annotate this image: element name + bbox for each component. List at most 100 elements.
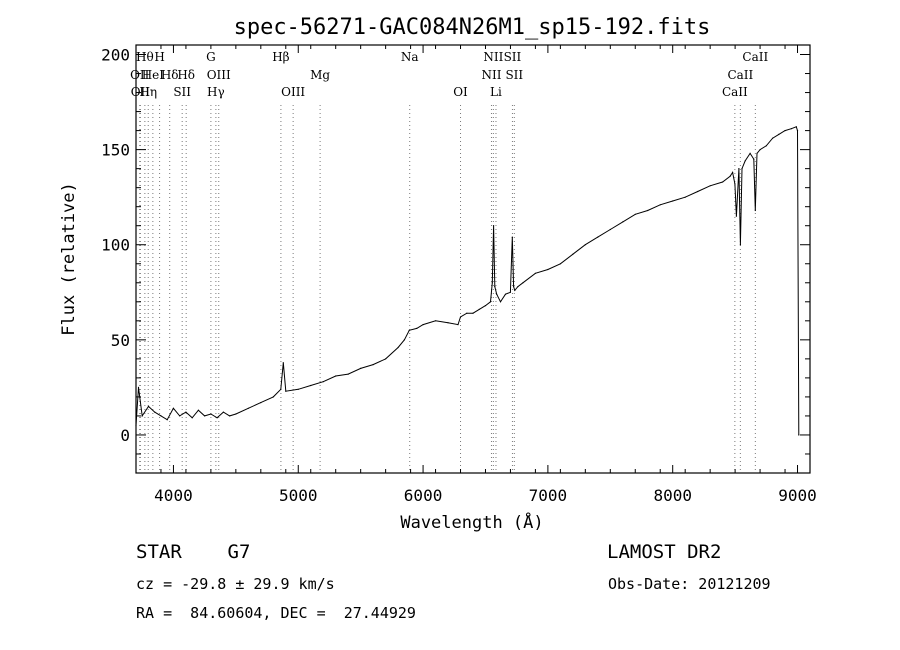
spectrum-data-point [739,244,742,246]
spectrum-series-line [135,126,800,436]
spectrum-data-point [659,204,661,206]
spectrum-data-point [754,209,756,212]
spectrum-data-point [197,409,199,411]
spectrum-data-point [472,312,474,314]
spectrum-data-point [335,375,337,377]
chart-title: spec-56271-GAC084N26M1_sp15-192.fits [234,15,711,40]
annotation-label: Hη [139,85,157,99]
spectrum-data-point [229,415,231,417]
spectrum-data-point [547,268,549,271]
spectrum-data-point [517,286,519,288]
x-tick-label: 7000 [529,486,568,505]
x-axis-label: Wavelength (Å) [400,511,543,533]
spectrum-data-point [647,209,649,212]
spectrum-data-point [272,396,274,398]
annotation-label: CaII [727,68,753,82]
spectrum-data-point [772,137,774,139]
annotation-label: SII [173,85,191,99]
annotation-label: Mg [310,68,330,82]
footer-star-type: STAR G7 [136,541,251,563]
y-tick-label: 50 [111,331,130,350]
spectrum-data-point [447,322,449,324]
annotation-label: Hγ [207,85,225,99]
spectrum-data-point [185,411,187,413]
annotation-label: OII [130,68,150,82]
spectrum-data-point [734,183,736,185]
spectrum-data-point [622,221,624,223]
spectrum-data-point [634,213,636,215]
spectrum-data-point [514,289,516,291]
spectrum-data-point [235,413,237,415]
x-tick-label: 9000 [778,486,817,505]
spectrum-data-point [511,236,513,238]
spectrum-data-point [135,424,137,426]
annotation-label: OI [453,85,468,99]
spectrum-data-point [285,390,287,392]
annotation-label: SII [504,50,522,64]
spectrum-data-point [722,181,724,183]
x-tick-label: 8000 [653,486,692,505]
y-tick-label: 200 [101,46,130,65]
spectrum-data-point [216,417,218,419]
y-axis-label: Flux (relative) [59,182,79,336]
annotation-label: OIII [281,85,305,99]
spectrum-data-point [493,225,495,227]
annotation-label: Hδ [177,68,195,82]
annotation-label: SII [505,68,523,82]
spectrum-data-point [513,286,515,288]
annotation-label: NII [483,50,503,64]
annotation-labels: OII OII Hθ Hη HeI H Hδ SII Hδ G Hγ OIII Hβ OIII Mg Na OI… [130,50,768,99]
spectrum-data-point [753,158,755,160]
spectrum-data-point [749,152,751,154]
spectrum-data-point [416,327,418,329]
spectrum-data-point [504,293,507,295]
spectrum-data-point [484,305,487,307]
y-tick-label: 100 [101,236,130,255]
spectrum-data-point [672,200,674,202]
spectrum-data-point [496,293,498,295]
annotation-label: Hβ [272,50,289,64]
spectrum-data-point [310,384,312,387]
spectrum-data-point [457,324,459,326]
spectrum-data-point [397,346,399,349]
spectrum-data-point [360,367,362,369]
spectrum-data-point [709,185,711,187]
spectrum-data-point [584,244,586,246]
footer-obs-date: Obs-Date: 20121209 [608,575,771,593]
annotation-label: OII [131,85,151,99]
spectrum-data-point [154,411,156,413]
spectrum-data-point [435,320,437,322]
plot-frame [135,44,811,474]
spectrum-data-point [738,168,740,170]
spectrum-data-point [179,415,181,417]
spectrum-data-point [494,286,496,288]
spectrum-data-point [166,419,168,421]
spectrum-data-point [499,301,502,303]
spectrum-data-point [422,324,424,326]
annotation-label: G [206,50,216,64]
spectrum-data-point [282,362,284,364]
spectrum-data-point [597,236,599,238]
annotation-label: Hθ [136,50,154,64]
spectrum-data-point [509,291,511,293]
spectrum-data-point [729,175,731,177]
spectrum-data-point [735,215,738,217]
spectrum-data-point [478,308,480,310]
annotation-label: HeI [142,68,165,82]
y-tick-label: 0 [120,426,130,445]
spectrum-data-point [280,388,282,390]
spectrum-data-point [137,386,140,388]
spectrum-data-point [790,128,792,130]
footer-coords: RA = 84.60604, DEC = 27.44929 [136,604,416,622]
spectrum-data-point [732,171,734,173]
spectrum-data-point [798,434,800,436]
axes-ticks: 4000 5000 6000 7000 8000 9000 0 50 100 150 200 [101,45,817,505]
spectrum-data-point [247,407,249,409]
spectrum-data-point [147,405,150,407]
spectrum-data-point [222,411,224,413]
annotation-label: NII [481,68,501,82]
spectrum-data-point [795,126,797,128]
annotation-label: CaII [722,85,748,99]
spectrum-data-point [796,130,799,132]
spectrum-data-point [210,413,212,415]
